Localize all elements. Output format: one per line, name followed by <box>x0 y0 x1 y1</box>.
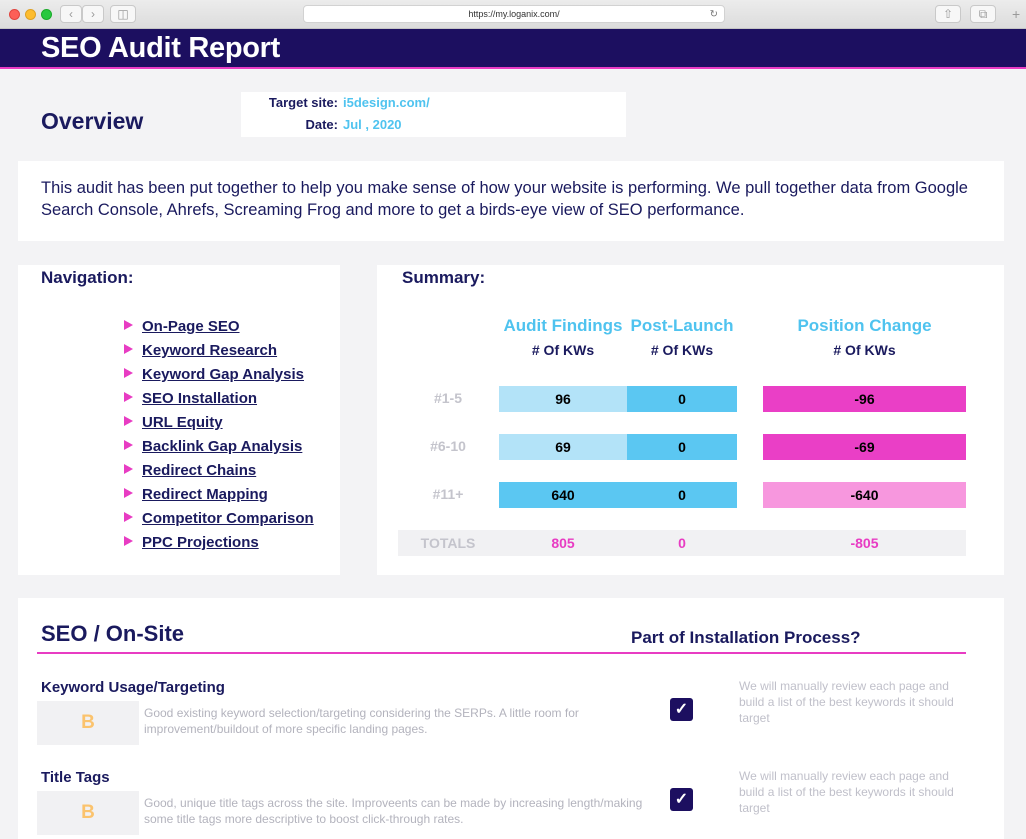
triangle-bullet-icon <box>124 416 133 426</box>
back-icon[interactable]: ‹ <box>60 5 82 23</box>
audit-cell-6-10: 69 <box>499 434 627 460</box>
totals-row <box>398 530 966 556</box>
seo-onsite-card <box>18 598 1004 839</box>
post-launch-header: Post-Launch <box>630 316 734 335</box>
change-cell-11-plus: -640 <box>763 482 966 508</box>
reload-icon[interactable]: ↻ <box>709 9 718 20</box>
title-tags-checkbox[interactable]: ✓ <box>670 788 693 811</box>
position-change-header: Position Change <box>797 316 932 335</box>
audit-findings-subheader: # Of KWs <box>531 342 595 358</box>
close-window-icon[interactable] <box>9 9 20 20</box>
post-cell-11-plus: 0 <box>627 482 737 508</box>
change-cell-1-5: -96 <box>763 386 966 412</box>
nav-item-redirect-mapping[interactable]: Redirect Mapping <box>124 486 314 510</box>
keyword-usage-title: Keyword Usage/Targeting <box>41 679 225 696</box>
browser-toolbar: ‹ › ◫ https://my.loganix.com/ ↻ ⇧ ⧉ + <box>0 0 1026 29</box>
summary-card <box>377 265 1004 575</box>
navigation-title: Navigation: <box>41 268 134 287</box>
triangle-bullet-icon <box>124 536 133 546</box>
installation-header: Part of Installation Process? <box>631 628 861 647</box>
target-site-label: Target site: <box>268 95 338 110</box>
navigation-card <box>18 265 340 575</box>
keyword-usage-grade: B <box>37 701 139 745</box>
change-cell-6-10: -69 <box>763 434 966 460</box>
position-change-subheader: # Of KWs <box>833 342 896 358</box>
triangle-bullet-icon <box>124 392 133 402</box>
triangle-bullet-icon <box>124 488 133 498</box>
nav-item-url-equity[interactable]: URL Equity <box>124 414 314 438</box>
sidebar-icon[interactable]: ◫ <box>110 5 136 23</box>
nav-item-keyword-research[interactable]: Keyword Research <box>124 342 314 366</box>
tabs-icon[interactable]: ⧉ <box>970 5 996 23</box>
triangle-bullet-icon <box>124 320 133 330</box>
forward-icon[interactable]: › <box>82 5 104 23</box>
post-cell-6-10: 0 <box>627 434 737 460</box>
new-tab-icon[interactable]: + <box>1012 6 1021 22</box>
row-label-1-5: #1-5 <box>433 390 463 406</box>
totals-audit: 805 <box>551 535 575 551</box>
totals-post: 0 <box>678 535 686 551</box>
intro-text: This audit has been put together to help… <box>41 179 968 219</box>
title-tags-note: We will manually review each page and bu… <box>739 769 954 815</box>
triangle-bullet-icon <box>124 440 133 450</box>
overview-title: Overview <box>41 108 144 134</box>
url-text: https://my.loganix.com/ <box>468 9 560 19</box>
totals-label: TOTALS <box>420 535 476 551</box>
report-meta: Target site: i5design.com/ Date: Jul , 2… <box>241 92 626 137</box>
seo-onsite-title: SEO / On-Site <box>41 621 185 646</box>
target-site-value[interactable]: i5design.com/ <box>343 95 430 110</box>
checkmark-icon: ✓ <box>674 701 689 718</box>
checkmark-icon: ✓ <box>674 791 689 808</box>
date-label: Date: <box>305 117 338 132</box>
nav-item-seo-installation[interactable]: SEO Installation <box>124 390 314 414</box>
audit-findings-header: Audit Findings <box>503 316 623 335</box>
date-value: Jul , 2020 <box>343 117 402 132</box>
triangle-bullet-icon <box>124 344 133 354</box>
nav-item-backlink-gap-analysis[interactable]: Backlink Gap Analysis <box>124 438 314 462</box>
audit-cell-11-plus: 640 <box>499 482 627 508</box>
totals-change: -805 <box>850 535 879 551</box>
section-divider <box>37 652 966 654</box>
triangle-bullet-icon <box>124 368 133 378</box>
row-label-11-plus: #11+ <box>432 486 464 502</box>
address-bar[interactable]: https://my.loganix.com/ ↻ <box>303 5 725 23</box>
triangle-bullet-icon <box>124 512 133 522</box>
keyword-usage-note: We will manually review each page and bu… <box>739 679 954 725</box>
nav-item-redirect-chains[interactable]: Redirect Chains <box>124 462 314 486</box>
report-header: SEO Audit Report <box>0 29 1026 69</box>
title-tags-grade: B <box>37 791 139 835</box>
keyword-usage-description: Good existing keyword selection/targetin… <box>144 706 579 736</box>
triangle-bullet-icon <box>124 464 133 474</box>
title-tags-description: Good, unique title tags across the site.… <box>144 796 643 826</box>
nav-item-keyword-gap-analysis[interactable]: Keyword Gap Analysis <box>124 366 314 390</box>
row-label-6-10: #6-10 <box>430 438 466 454</box>
maximize-window-icon[interactable] <box>41 9 52 20</box>
navigation-list: On-Page SEO Keyword Research Keyword Gap… <box>124 318 314 558</box>
minimize-window-icon[interactable] <box>25 9 36 20</box>
title-tags-title: Title Tags <box>41 769 110 786</box>
post-launch-subheader: # Of KWs <box>650 342 714 358</box>
nav-item-on-page-seo[interactable]: On-Page SEO <box>124 318 314 342</box>
report-title: SEO Audit Report <box>41 32 281 64</box>
post-cell-1-5: 0 <box>627 386 737 412</box>
nav-item-ppc-projections[interactable]: PPC Projections <box>124 534 314 558</box>
share-icon[interactable]: ⇧ <box>935 5 961 23</box>
keyword-usage-checkbox[interactable]: ✓ <box>670 698 693 721</box>
summary-title: Summary: <box>402 268 486 287</box>
nav-item-competitor-comparison[interactable]: Competitor Comparison <box>124 510 314 534</box>
intro-card <box>18 161 1004 241</box>
audit-cell-1-5: 96 <box>499 386 627 412</box>
